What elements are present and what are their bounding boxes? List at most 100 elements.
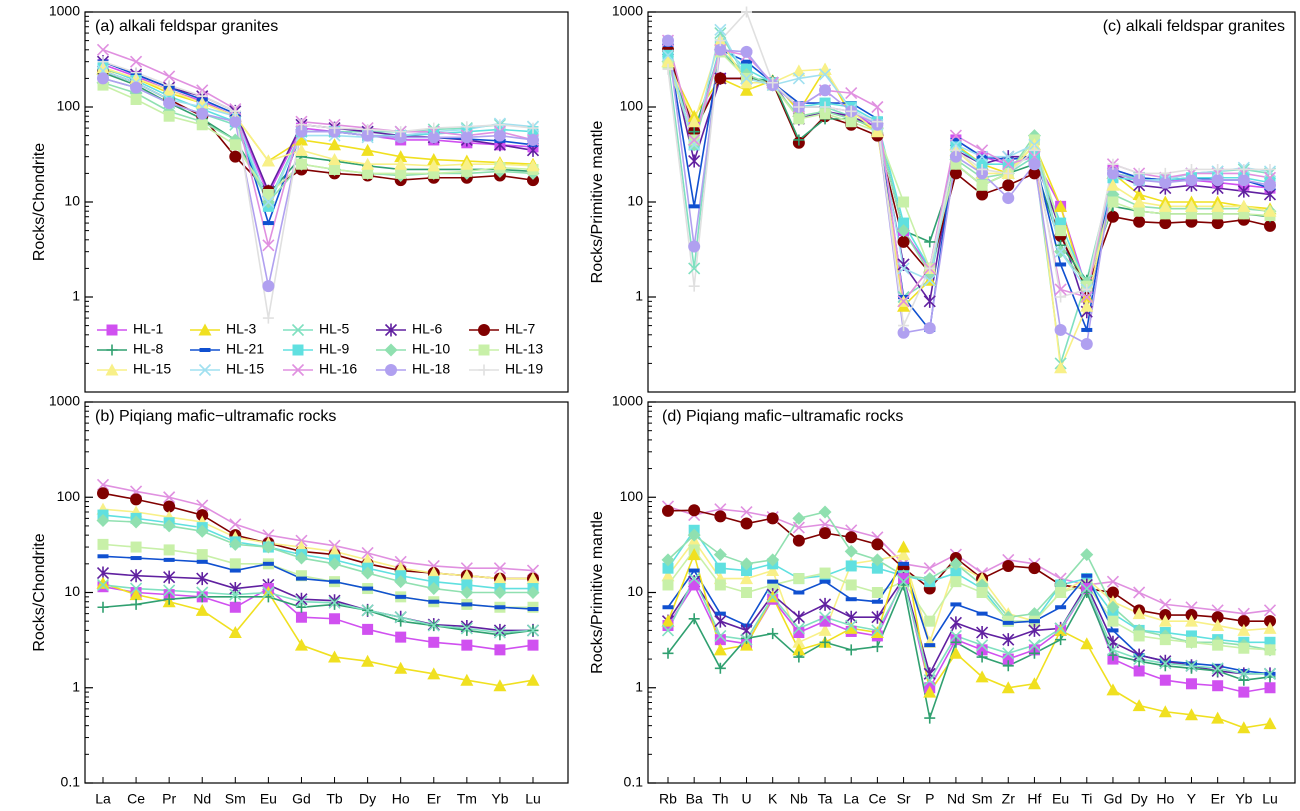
marker [1133,586,1146,599]
marker [328,596,341,609]
marker [1264,682,1276,694]
marker [661,624,675,637]
marker [1159,657,1172,670]
marker [294,551,308,565]
marker [818,597,832,611]
marker [130,493,143,506]
marker [394,661,408,674]
x-tick-label: K [768,791,778,807]
marker [228,626,242,639]
marker [1106,586,1119,599]
marker [1159,598,1172,611]
y-tick-label: 0.1 [61,774,81,790]
marker [714,662,726,674]
series-line [667,576,1270,677]
marker [845,105,857,117]
marker [819,101,831,113]
series-line [667,505,1271,615]
marker [898,573,910,585]
legend-label: HL-13 [505,341,543,357]
marker [1054,199,1068,212]
marker [661,614,675,627]
marker [196,119,208,131]
marker [229,558,241,570]
marker [384,323,398,337]
marker [1002,559,1015,572]
marker [394,150,408,163]
legend-label: HL-1 [133,321,164,337]
x-tick-label: Yb [491,791,508,807]
x-tick-label: Nd [193,791,211,807]
marker [494,629,506,641]
panel: 1 10 100 1000 Rocks/Chondrite (a) alkali feld… [31,3,569,393]
marker [662,605,674,610]
marker [1132,195,1146,208]
marker [845,579,857,591]
marker [662,34,674,47]
marker [394,131,407,144]
marker [740,557,754,571]
marker [976,144,989,157]
marker [1133,665,1145,677]
marker [229,139,241,151]
marker [97,72,109,85]
legend-label: HL-16 [319,361,357,377]
marker [687,115,701,128]
marker [714,629,727,642]
marker [1055,291,1067,303]
marker [1054,245,1067,258]
y-axis-label: Rocks/Primitive mantle [589,511,606,674]
panel-title: (a) alkali feldspar granites [95,18,278,35]
marker [792,511,806,525]
marker [714,27,727,40]
marker [1159,217,1172,230]
y-tick-label: 100 [620,488,644,504]
marker [714,562,726,574]
marker [819,567,831,579]
marker [196,572,209,586]
marker [261,154,275,167]
x-tick-label: Rb [659,791,677,807]
marker [1185,208,1197,220]
marker [713,548,727,562]
series-line [102,596,534,636]
marker [428,167,440,179]
marker [1106,600,1120,614]
marker [461,165,473,177]
marker [1185,662,1197,674]
marker [461,624,473,636]
marker [1106,167,1119,180]
marker [949,557,963,571]
series-line [102,572,533,632]
marker [1055,605,1067,610]
marker [196,559,208,564]
x-tick-label: Gd [1104,791,1123,807]
marker [361,157,375,170]
marker [818,505,832,519]
marker [1237,721,1251,734]
marker [871,116,883,128]
marker [1028,623,1041,637]
x-tick-label: Ba [686,791,703,807]
series-line [667,576,1271,693]
marker [949,616,962,630]
marker [766,564,780,577]
x-tick-label: Lu [1262,791,1278,807]
marker [130,541,142,553]
marker [976,644,988,656]
marker [294,638,308,651]
marker [976,179,988,191]
marker [262,312,274,324]
marker [871,599,883,604]
marker [1002,167,1014,179]
marker [1080,548,1094,562]
marker [427,131,440,144]
marker [819,84,832,97]
marker [870,553,884,567]
marker [1237,615,1250,628]
marker [229,601,241,613]
marker [818,518,832,531]
marker [1133,630,1145,642]
marker [662,562,674,574]
marker [394,611,407,624]
